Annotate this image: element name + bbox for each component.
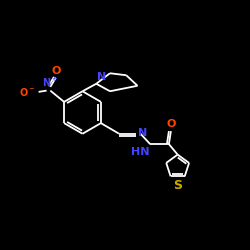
Text: S: S xyxy=(173,179,182,192)
Text: O$^-$: O$^-$ xyxy=(20,86,36,98)
Text: N: N xyxy=(98,72,107,82)
Text: HN: HN xyxy=(131,146,150,156)
Text: O: O xyxy=(51,66,60,76)
Text: O: O xyxy=(166,120,175,130)
Text: N$^+$: N$^+$ xyxy=(42,76,58,89)
Text: N: N xyxy=(138,128,147,138)
